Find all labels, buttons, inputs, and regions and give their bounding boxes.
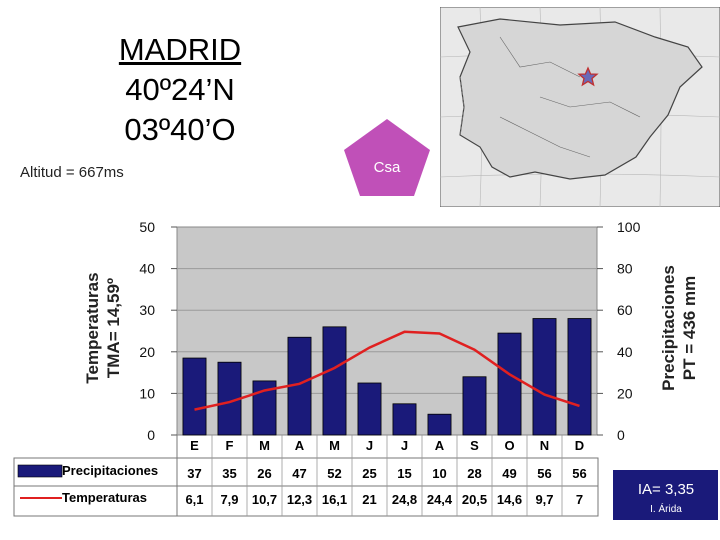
precipitation-bar — [322, 326, 347, 436]
month-label: N — [540, 438, 549, 453]
month-label: M — [259, 438, 270, 453]
right-axis-title-2: PT = 436 mm — [680, 276, 699, 380]
precipitation-value: 47 — [292, 466, 306, 481]
temperature-value: 16,1 — [322, 492, 347, 507]
temperature-value: 10,7 — [252, 492, 277, 507]
precipitation-value: 35 — [222, 466, 236, 481]
precipitation-value: 25 — [362, 466, 376, 481]
aridity-index: IA= 3,35 — [638, 481, 694, 498]
temperature-value: 21 — [362, 492, 376, 507]
temperature-value: 7,9 — [220, 492, 238, 507]
precipitation-bar — [567, 318, 592, 436]
climate-badge-pentagon — [344, 119, 430, 196]
precipitation-bar — [427, 413, 452, 436]
table-column-dividers — [211, 435, 563, 516]
altitude-label: Altitud = 667ms — [20, 164, 124, 181]
precipitation-bar — [182, 357, 207, 436]
precipitation-bar — [357, 382, 382, 436]
temperature-legend-label: Temperaturas — [62, 490, 147, 505]
temperature-row: 6,1 7,9 10,7 12,3 16,1 21 24,8 24,4 20,5 14,6 9,7 7 — [185, 492, 583, 507]
precipitation-value: 49 — [502, 466, 516, 481]
precipitation-value: 56 — [572, 466, 586, 481]
month-label: D — [575, 438, 584, 453]
precipitation-bar — [497, 332, 522, 436]
temperature-value: 7 — [576, 492, 583, 507]
title-block: MADRID 40º24’N 03º40’O — [60, 30, 300, 150]
right-axis-ticks: 0 20 40 60 80 100 — [597, 219, 641, 443]
aridity-box: IA= 3,35 I. Árida — [613, 470, 718, 520]
right-tick-label: 60 — [617, 302, 633, 318]
precipitation-value: 15 — [397, 466, 411, 481]
precipitation-bars — [182, 318, 592, 436]
latitude-label: 40º24’N — [125, 72, 235, 107]
month-label: E — [190, 438, 199, 453]
precipitation-legend-label: Precipitaciones — [62, 463, 158, 478]
month-label: M — [329, 438, 340, 453]
longitude-label: 03º40’O — [124, 112, 236, 147]
precipitation-value: 26 — [257, 466, 271, 481]
precipitation-bar — [392, 403, 417, 436]
right-tick-label: 20 — [617, 385, 633, 401]
climate-badge: Csa — [344, 119, 430, 196]
left-tick-label: 50 — [139, 219, 155, 235]
aridity-label: I. Árida — [650, 502, 682, 515]
month-label: J — [401, 438, 408, 453]
temperature-line — [194, 330, 580, 411]
city-title: MADRID — [118, 32, 242, 67]
precipitation-bar — [462, 376, 487, 436]
month-label: A — [435, 438, 445, 453]
precipitation-value: 52 — [327, 466, 341, 481]
iberia-outline — [457, 18, 703, 180]
precipitation-value: 10 — [432, 466, 446, 481]
right-tick-label: 80 — [617, 261, 633, 277]
star-icon — [577, 66, 599, 87]
location-map — [440, 7, 720, 207]
left-axis-title-1: Temperaturas — [83, 272, 102, 383]
precipitation-value: 28 — [467, 466, 481, 481]
precipitation-bar — [532, 318, 557, 436]
month-label: S — [470, 438, 479, 453]
precipitation-legend-key — [17, 464, 63, 478]
right-tick-label: 100 — [617, 219, 641, 235]
temperature-value: 14,6 — [497, 492, 522, 507]
month-label: A — [295, 438, 305, 453]
right-axis-title-1: Precipitaciones — [659, 265, 678, 391]
temperature-value: 12,3 — [287, 492, 312, 507]
temperature-value: 9,7 — [535, 492, 553, 507]
month-label: J — [366, 438, 373, 453]
precipitation-bar — [252, 380, 277, 436]
temperature-value: 24,8 — [392, 492, 417, 507]
plot-area — [176, 226, 598, 436]
climate-type-label: Csa — [374, 159, 401, 176]
month-label: O — [504, 438, 514, 453]
temperature-value: 6,1 — [185, 492, 203, 507]
left-axis-title-2: TMA= 14,59º — [104, 278, 123, 378]
right-tick-label: 40 — [617, 344, 633, 360]
left-tick-label: 0 — [147, 427, 155, 443]
temperature-value: 20,5 — [462, 492, 487, 507]
left-tick-label: 30 — [139, 302, 155, 318]
month-label: F — [226, 438, 234, 453]
precipitation-value: 37 — [187, 466, 201, 481]
data-table — [13, 435, 599, 517]
left-tick-label: 40 — [139, 261, 155, 277]
left-tick-label: 20 — [139, 344, 155, 360]
gridlines — [177, 268, 597, 394]
left-axis-ticks: 0 10 20 30 40 50 — [139, 219, 177, 443]
right-tick-label: 0 — [617, 427, 625, 443]
precipitation-row: 37 35 26 47 52 25 15 10 28 49 56 56 — [187, 466, 586, 481]
precipitation-value: 56 — [537, 466, 551, 481]
temperature-series-line — [194, 330, 580, 411]
left-tick-label: 10 — [139, 385, 155, 401]
temperature-value: 24,4 — [427, 492, 453, 507]
